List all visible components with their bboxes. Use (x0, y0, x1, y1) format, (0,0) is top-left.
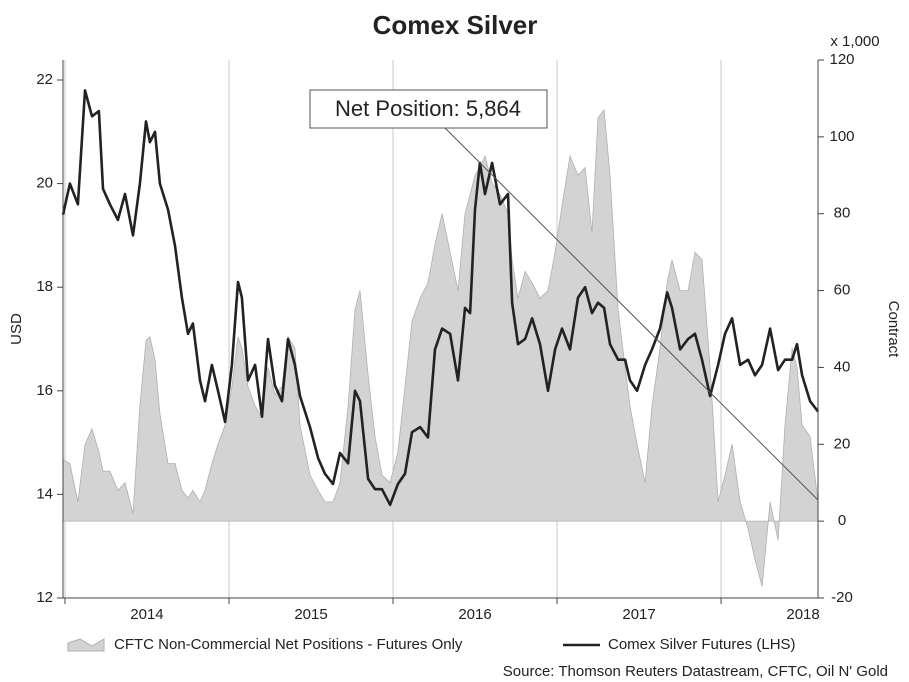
y2-tick-label: 120 (829, 51, 854, 68)
y-tick-label: 12 (36, 589, 53, 606)
trend-line (444, 127, 819, 501)
legend-label: Comex Silver Futures (LHS) (608, 636, 796, 653)
y2-tick-label: 0 (838, 512, 846, 529)
x-tick-label: 2015 (294, 606, 327, 623)
y-tick-label: 14 (36, 485, 53, 502)
y2-axis-label: Contract (885, 301, 902, 359)
chart-title: Comex Silver (373, 10, 538, 40)
annotation: Net Position: 5,864 (335, 96, 521, 121)
y-axis-label: USD (8, 313, 25, 345)
source: Source: Thomson Reuters Datastream, CFTC… (503, 663, 888, 680)
x-tick-label: 2018 (786, 606, 819, 623)
legend-area-icon (67, 638, 105, 652)
y2-tick-label: 40 (834, 358, 851, 375)
annotation-box (309, 89, 548, 129)
y2-tick-label: 100 (829, 128, 854, 145)
y2-tick-label: 20 (834, 435, 851, 452)
y-tick-label: 22 (36, 71, 53, 88)
y-tick-label: 20 (36, 175, 53, 192)
legend-label: CFTC Non-Commercial Net Positions - Futu… (114, 636, 463, 653)
y-tick-label: 18 (36, 278, 53, 295)
y-tick-label: 16 (36, 382, 53, 399)
y2-tick-label: -20 (831, 589, 853, 606)
x-tick-label: 2014 (130, 606, 163, 623)
price-line (61, 89, 820, 507)
x-tick-label: 2016 (458, 606, 491, 623)
y2-tick-label: 80 (834, 205, 851, 222)
x-tick-label: 2017 (622, 606, 655, 623)
net-position-area (62, 108, 819, 587)
y2-tick-label: 60 (834, 282, 851, 299)
y2-unit: x 1,000 (830, 33, 879, 50)
